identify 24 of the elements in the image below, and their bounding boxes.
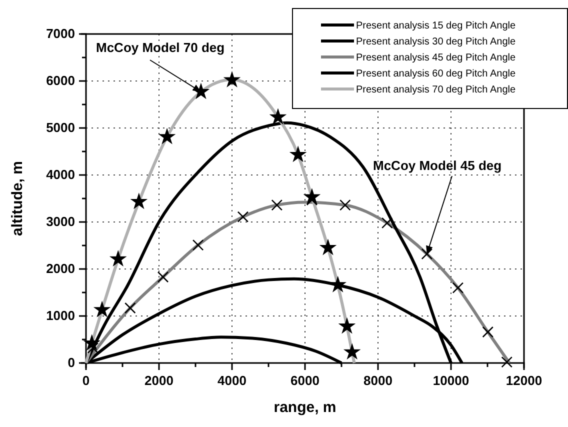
annotation: McCoy Model 45 deg (373, 158, 502, 173)
legend-label: Present analysis 15 deg Pitch Angle (356, 20, 516, 32)
annotation: McCoy Model 70 deg (96, 40, 225, 55)
legend-label: Present analysis 60 deg Pitch Angle (356, 68, 516, 80)
y-tick-label: 3000 (46, 214, 75, 230)
legend-label: Present analysis 30 deg Pitch Angle (356, 36, 516, 48)
legend-label: Present analysis 70 deg Pitch Angle (356, 84, 516, 96)
x-tick-label: 2000 (144, 373, 174, 388)
y-tick-label: 5000 (46, 120, 75, 136)
y-tick-label: 4000 (46, 167, 75, 182)
legend-label: Present analysis 45 deg Pitch Angle (356, 52, 516, 64)
y-tick-label: 7000 (46, 26, 75, 42)
x-tick-label: 4000 (218, 373, 246, 388)
y-tick-label: 2000 (46, 261, 75, 276)
y-tick-label: 1000 (46, 308, 75, 324)
x-tick-label: 8000 (364, 373, 392, 388)
x-tick-label: 12000 (506, 373, 542, 388)
x-tick-label: 0 (82, 373, 90, 388)
y-tick-label: 6000 (46, 73, 75, 88)
y-tick-label: 0 (68, 355, 75, 370)
x-axis-title: range, m (274, 399, 336, 416)
x-tick-label: 10000 (432, 373, 470, 388)
y-axis-title: altitude, m (9, 160, 26, 236)
x-tick-label: 6000 (290, 373, 320, 388)
